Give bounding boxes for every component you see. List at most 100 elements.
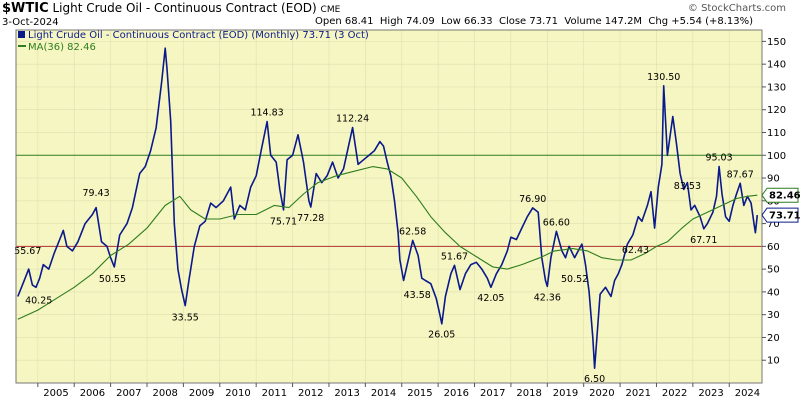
x-tick-label: 2012 <box>298 388 323 399</box>
symbol-label: $WTIC <box>2 1 49 16</box>
legend-price-swatch <box>18 31 25 38</box>
price-annotation: 50.52 <box>561 274 588 285</box>
close-value: 73.71 <box>529 16 559 27</box>
right-value-tag-box <box>761 207 799 223</box>
x-tick-label: 2024 <box>735 388 760 399</box>
quote-summary: Open 68.41 High 74.09 Low 66.33 Close 73… <box>315 16 753 27</box>
price-annotation: 62.43 <box>622 245 649 256</box>
price-annotation: 26.05 <box>428 330 455 341</box>
price-annotation: 42.36 <box>534 293 561 304</box>
y-tick-label: 120 <box>767 105 786 116</box>
x-tick-label: 2011 <box>262 388 287 399</box>
x-tick-label: 2006 <box>80 388 105 399</box>
low-value: 66.33 <box>463 16 493 27</box>
volume-value: 147.2M <box>604 16 643 27</box>
chart-date: 3-Oct-2024 <box>2 17 59 28</box>
right-value-tag-text: 73.71 <box>769 211 800 222</box>
price-annotation: 79.43 <box>82 188 109 199</box>
right-value-labels: 82.46 73.71 <box>761 187 800 223</box>
price-annotation: 130.50 <box>647 72 680 83</box>
x-tick-label: 2008 <box>152 388 177 399</box>
x-tick-label: 2013 <box>334 388 359 399</box>
volume-label: Volume <box>564 16 602 27</box>
high-label: High <box>379 16 403 27</box>
instrument-name: Light Crude Oil - Continuous Contract (E… <box>52 1 317 15</box>
x-tick-label: 2005 <box>43 388 68 399</box>
low-label: Low <box>441 16 461 27</box>
price-annotation: 50.55 <box>99 274 126 285</box>
price-annotation: 67.71 <box>690 235 717 246</box>
change-label: Chg <box>648 16 669 27</box>
y-tick-label: 20 <box>767 333 780 344</box>
price-annotation: 51.67 <box>441 251 468 262</box>
x-tick-label: 2014 <box>371 388 396 399</box>
x-tick-label: 2009 <box>189 388 214 399</box>
x-axis: 2005 2006 2007 2008 2009 2010 2011 2012 2013 2014… <box>37 383 760 399</box>
legend-ma-label: MA(36) 82.46 <box>28 42 96 53</box>
price-series-line <box>17 47 759 369</box>
price-annotation: 62.58 <box>399 226 426 237</box>
open-value: 68.41 <box>344 16 374 27</box>
y-tick-label: 50 <box>767 265 780 276</box>
price-annotation: 95.03 <box>705 153 732 164</box>
price-annotation: 83.53 <box>674 181 701 192</box>
y-tick-label: 70 <box>767 219 780 230</box>
plot-background <box>16 30 762 383</box>
price-annotation: 114.83 <box>250 107 283 118</box>
annotation-layer: 55.67 40.25 79.43 50.55 33.55 114.83 75.71 77.2… <box>14 72 754 385</box>
series-layer <box>17 47 759 369</box>
exchange-label: CME <box>320 5 341 15</box>
x-tick-label: 2020 <box>589 388 614 399</box>
y-tick-label: 110 <box>767 128 786 139</box>
legend: Light Crude Oil - Continuous Contract (E… <box>18 30 369 53</box>
x-tick-label: 2022 <box>662 388 687 399</box>
right-value-tag-text: 82.46 <box>769 191 800 202</box>
y-tick-label: 10 <box>767 356 780 367</box>
price-annotation: 33.55 <box>172 313 199 324</box>
x-tick-label: 2019 <box>553 388 578 399</box>
price-annotation: 43.58 <box>404 290 431 301</box>
x-tick-label: 2007 <box>116 388 141 399</box>
right-value-tag-box <box>761 187 799 203</box>
price-annotation: 75.71 <box>270 217 297 228</box>
price-annotation: 87.67 <box>727 169 754 180</box>
x-tick-label: 2023 <box>698 388 723 399</box>
right-value-tag: 82.46 <box>761 187 800 203</box>
reference-lines <box>16 154 762 247</box>
x-tick-label: 2016 <box>444 388 469 399</box>
legend-price-label: Light Crude Oil - Continuous Contract (E… <box>28 30 369 41</box>
right-value-tag: 73.71 <box>761 207 800 223</box>
y-tick-label: 30 <box>767 310 780 321</box>
y-tick-label: 40 <box>767 287 780 298</box>
open-label: Open <box>315 16 342 27</box>
price-annotation: 55.67 <box>14 246 41 257</box>
change-value: +5.54 (+8.13%) <box>671 16 754 27</box>
price-annotation: 42.05 <box>477 293 504 304</box>
x-tick-label: 2017 <box>480 388 505 399</box>
close-label: Close <box>498 16 527 27</box>
y-tick-label: 140 <box>767 60 786 71</box>
y-tick-label: 100 <box>767 151 786 162</box>
y-tick-label: 150 <box>767 37 786 48</box>
x-tick-label: 2015 <box>407 388 432 399</box>
x-tick-label: 2010 <box>225 388 250 399</box>
x-tick-label: 2021 <box>626 388 651 399</box>
price-annotation: 76.90 <box>519 194 546 205</box>
plot-frame <box>15 29 763 384</box>
y-tick-label: 130 <box>767 82 786 93</box>
brand-watermark: © StockCharts.com <box>687 3 786 14</box>
price-annotation: 6.50 <box>584 374 605 385</box>
y-tick-label: 60 <box>767 242 780 253</box>
price-annotation: 40.25 <box>25 295 52 306</box>
y-axis: 102030405060708090100110120130140150 <box>762 37 786 367</box>
price-annotation: 77.28 <box>297 213 324 224</box>
y-tick-label: 90 <box>767 174 780 185</box>
price-annotation: 66.60 <box>543 217 570 228</box>
price-annotation: 112.24 <box>336 113 369 124</box>
chart-title: $WTIC Light Crude Oil - Continuous Contr… <box>2 1 340 16</box>
high-value: 74.09 <box>406 16 435 27</box>
ma-series-line <box>17 166 758 320</box>
x-tick-label: 2018 <box>516 388 541 399</box>
